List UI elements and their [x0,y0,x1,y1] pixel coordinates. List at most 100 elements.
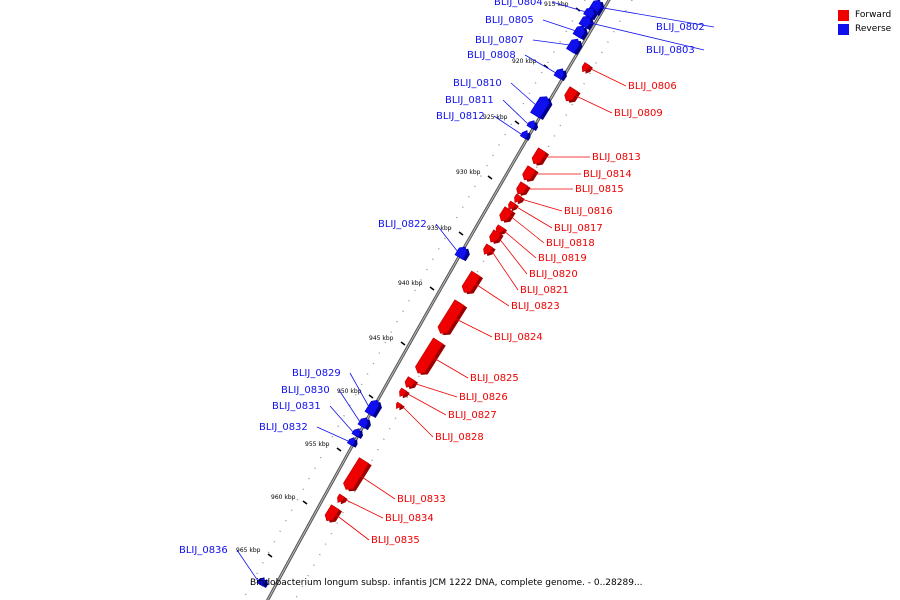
leader-line [502,99,529,125]
gene-block [364,399,380,417]
gene-block [343,457,370,490]
gene-label-blij-0802: BLIJ_0802 [656,22,705,33]
leader-line [358,474,396,500]
gene-block [514,193,523,203]
scale-tick-label: 945 kbp [369,335,394,342]
gene-label-blij-0805: BLIJ_0805 [485,15,534,26]
gene-label-blij-0803: BLIJ_0803 [646,45,695,56]
leader-line [473,282,510,307]
blij-0833-gene [343,457,372,492]
scale-tick-label: 920 kbp [512,58,537,65]
gene-block [499,206,513,222]
scale-tick [487,175,493,180]
gene-label-blij-0821: BLIJ_0821 [520,285,569,296]
gene-block [516,181,528,195]
gene-label-blij-0820: BLIJ_0820 [529,269,578,280]
scale-tick [267,553,273,558]
gene-block [531,147,547,165]
scale-tick-label: 925 kbp [483,114,508,121]
blij-0803-gene [578,15,594,31]
blij-0814-gene [522,165,539,182]
gene-label-blij-0836: BLIJ_0836 [179,545,228,556]
gene-block [508,200,517,210]
legend-forward: Forward [838,8,891,22]
gene-label-blij-0809: BLIJ_0809 [614,108,663,119]
scale-tick [429,286,435,291]
gene-block [583,7,595,20]
gene-label-blij-0825: BLIJ_0825 [470,373,519,384]
leader-line [514,205,553,229]
gene-block [351,428,361,438]
ring-group [241,0,633,600]
scale-tick [400,341,406,346]
scale-tick [458,231,464,236]
blij-0805-gene [572,25,588,41]
scale-tick [336,447,342,452]
gene-block [483,243,494,255]
blij-0836-gene [256,577,268,589]
leader-line [490,249,519,291]
gene-label-blij-0816: BLIJ_0816 [564,206,613,217]
leader-line [338,389,361,423]
gene-label-blij-0827: BLIJ_0827 [448,410,497,421]
scale-tick-label: 950 kbp [337,388,362,395]
gene-label-blij-0822: BLIJ_0822 [378,219,427,230]
blij-0812-gene [519,130,531,141]
blij-0826-gene [404,376,419,390]
leader-line [405,392,447,416]
blij-0818-gene [499,206,516,223]
leader-line [573,94,613,114]
leader-line [493,115,522,135]
gene-label-blij-0833: BLIJ_0833 [397,494,446,505]
blij-0828-gene [396,401,405,411]
inner-dotted-ring [241,0,586,600]
blij-0808-gene [553,68,567,82]
blij-0811-gene [526,120,538,132]
blij-0834-gene [337,493,348,505]
leader-line [236,549,259,582]
backbone-highlight [267,0,610,600]
gene-label-blij-0812: BLIJ_0812 [436,111,485,122]
scale-tick [543,64,549,69]
gene-label-blij-0831: BLIJ_0831 [272,401,321,412]
leader-line [508,214,545,244]
leader-line [343,498,384,519]
gene-label-blij-0835: BLIJ_0835 [371,535,420,546]
blij-0820-gene [489,229,504,244]
leader-line [524,54,557,74]
reverse-swatch [838,23,849,35]
scale-tick-label: 965 kbp [236,547,261,554]
scale-tick-label: 955 kbp [305,441,330,448]
leader-line [532,39,571,46]
gene-block [437,299,465,334]
blij-0815-gene [516,181,531,196]
gene-label-blij-0810: BLIJ_0810 [453,78,502,89]
gene-label-blij-0806: BLIJ_0806 [628,81,677,92]
gene-label-blij-0834: BLIJ_0834 [385,513,434,524]
gene-block [572,25,586,39]
gene-label-blij-0815: BLIJ_0815 [575,184,624,195]
gene-label-blij-0824: BLIJ_0824 [494,332,543,343]
blij-0830-gene [357,417,371,431]
leader-line [329,405,354,433]
legend-forward-label: Forward [855,10,892,20]
legend-reverse: Reverse [838,22,891,36]
leader-line [510,82,538,107]
scale-tick [514,120,520,125]
leader-group [236,1,715,582]
gene-block [396,401,403,410]
blij-0821-gene [483,243,496,257]
leader-line [520,198,563,212]
leader-line [591,5,715,28]
blij-0829-gene [364,399,382,418]
gene-block [346,437,355,447]
gene-block [530,96,550,119]
gene-label-blij-0808: BLIJ_0808 [467,50,516,61]
gene-block [526,120,536,130]
scale-tick [368,394,374,399]
blij-0807-gene [566,38,583,56]
blij-0825-gene [415,337,446,375]
leader-line [588,67,627,87]
blij-0835-gene [324,504,343,523]
blij-0827-gene [399,387,410,399]
